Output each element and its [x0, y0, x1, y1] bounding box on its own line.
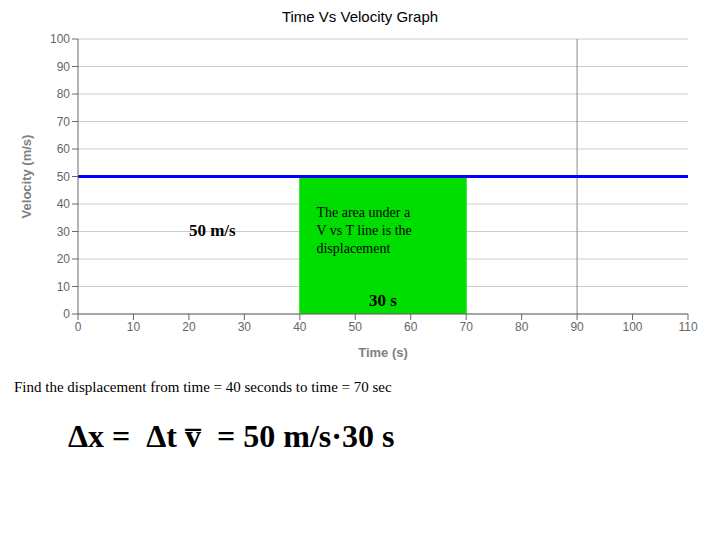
- svg-text:100: 100: [623, 320, 643, 334]
- svg-text:10: 10: [57, 280, 71, 294]
- svg-text:Velocity (m/s): Velocity (m/s): [19, 135, 34, 219]
- svg-text:40: 40: [293, 320, 307, 334]
- svg-text:60: 60: [404, 320, 418, 334]
- svg-text:20: 20: [57, 252, 71, 266]
- svg-text:50: 50: [349, 320, 363, 334]
- html-text:Time Vs Velocity Graph: Time Vs Velocity Graph: [281, 8, 439, 25]
- svg-text:Time (s): Time (s): [358, 345, 408, 360]
- svg-text:0: 0: [75, 320, 82, 334]
- svg-text:40: 40: [57, 197, 71, 211]
- svg-text:70: 70: [460, 320, 474, 334]
- svg-text:80: 80: [515, 320, 529, 334]
- html-text:Find the displacement from tim: Find the displacement from time = 40 sec…: [14, 379, 392, 395]
- svg-text:30 s: 30 s: [369, 291, 397, 310]
- svg-text:0: 0: [63, 307, 70, 321]
- svg-text:90: 90: [57, 60, 71, 74]
- svg-text:90: 90: [570, 320, 584, 334]
- svg-text:30: 30: [238, 320, 252, 334]
- svg-text:70: 70: [57, 115, 71, 129]
- svg-text:The area under aV vs T line is: The area under aV vs T line is thedispla…: [316, 205, 411, 256]
- svg-text:50: 50: [57, 170, 71, 184]
- svg-text:110: 110: [678, 320, 697, 334]
- svg-text:100: 100: [50, 32, 70, 46]
- svg-text:10: 10: [127, 320, 141, 334]
- svg-text:60: 60: [57, 142, 71, 156]
- svg-text:30: 30: [57, 225, 71, 239]
- svg-text:20: 20: [182, 320, 196, 334]
- html-text:Δx = Δt v̅ = 50 m/s·30 s: Δx = Δt v̅ = 50 m/s·30 s: [68, 418, 395, 454]
- svg-text:80: 80: [57, 87, 71, 101]
- svg-text:50 m/s: 50 m/s: [189, 220, 236, 239]
